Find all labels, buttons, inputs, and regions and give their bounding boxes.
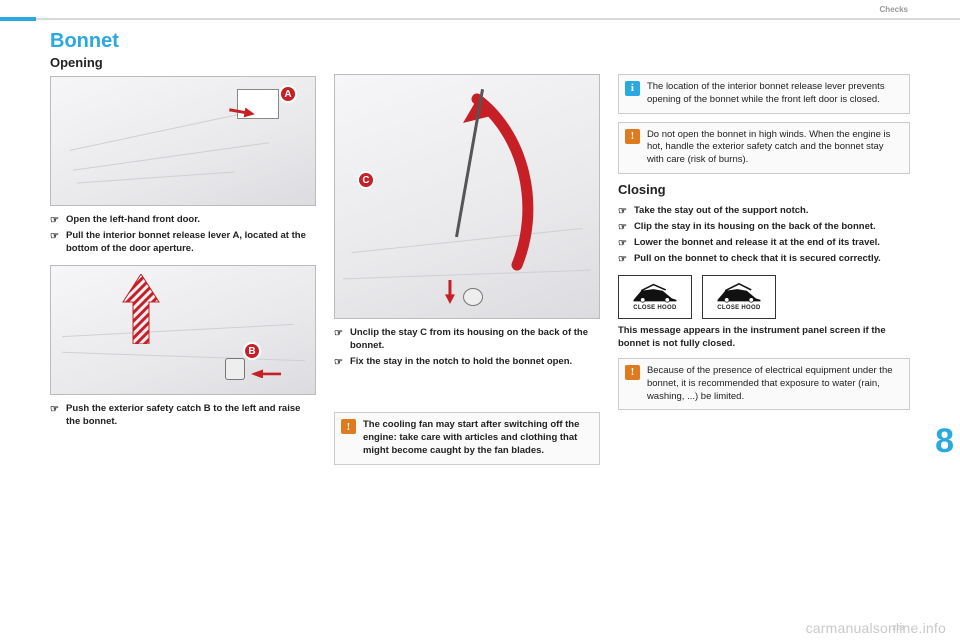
section-closing-heading: Closing: [618, 182, 910, 197]
page-content: Bonnet Opening A Open the left-hand fron…: [50, 30, 910, 628]
close-hood-icon: CLOSE HOOD: [702, 275, 776, 319]
warning-icon: !: [341, 419, 356, 434]
figure-catch-b: B: [50, 265, 316, 395]
closing-section: Closing Take the stay out of the support…: [618, 182, 910, 410]
column-1: Bonnet Opening A Open the left-hand fron…: [50, 30, 316, 628]
notice-water-warning: ! Because of the presence of electrical …: [618, 358, 910, 410]
column-3: i The location of the interior bonnet re…: [618, 30, 910, 628]
watermark: carmanualsonline.info: [806, 620, 946, 636]
notice-text: The location of the interior bonnet rele…: [647, 81, 885, 105]
steps-closing: Take the stay out of the support notch. …: [618, 205, 910, 265]
column-2: C Unclip the stay C from its housing on …: [334, 30, 600, 628]
section-opening-heading: Opening: [50, 55, 316, 70]
list-item: Clip the stay in its housing on the back…: [618, 221, 910, 234]
warning-icon: !: [625, 365, 640, 380]
page-title: Bonnet: [50, 30, 316, 53]
list-item: Fix the stay in the notch to hold the bo…: [334, 356, 600, 369]
info-icon: i: [625, 81, 640, 96]
list-item: Unclip the stay C from its housing on th…: [334, 327, 600, 353]
marker-a: A: [279, 85, 297, 103]
notice-text: The cooling fan may start after switchin…: [363, 419, 579, 456]
top-divider: [0, 18, 960, 20]
list-item: Lower the bonnet and release it at the e…: [618, 237, 910, 250]
figure-stay-c: C: [334, 74, 600, 319]
notice-text: Because of the presence of electrical eq…: [647, 365, 893, 402]
list-item: Open the left-hand front door.: [50, 214, 316, 227]
steps-b: Push the exterior safety catch B to the …: [50, 403, 316, 429]
hood-label: CLOSE HOOD: [717, 305, 760, 311]
breadcrumb: Checks: [880, 5, 908, 14]
notice-wind-warning: ! Do not open the bonnet in high winds. …: [618, 122, 910, 174]
figure-lever-a: A: [50, 76, 316, 206]
notice-text: Do not open the bonnet in high winds. Wh…: [647, 129, 890, 166]
list-item: Pull on the bonnet to check that it is s…: [618, 253, 910, 266]
arrow-up-icon: [119, 274, 163, 344]
warning-icon: !: [625, 129, 640, 144]
list-item: Push the exterior safety catch B to the …: [50, 403, 316, 429]
steps-a: Open the left-hand front door. Pull the …: [50, 214, 316, 255]
hood-label: CLOSE HOOD: [633, 305, 676, 311]
close-hood-icon: CLOSE HOOD: [618, 275, 692, 319]
top-accent: [0, 17, 36, 21]
panel-message-text: This message appears in the instrument p…: [618, 325, 910, 350]
chapter-number: 8: [935, 422, 954, 461]
notice-fan-warning: ! The cooling fan may start after switch…: [334, 412, 600, 464]
list-item: Take the stay out of the support notch.: [618, 205, 910, 218]
list-item: Pull the interior bonnet release lever A…: [50, 230, 316, 256]
close-hood-icons: CLOSE HOOD CLOSE HOOD: [618, 275, 910, 319]
marker-c: C: [357, 171, 375, 189]
steps-c: Unclip the stay C from its housing on th…: [334, 327, 600, 368]
notice-info-lever: i The location of the interior bonnet re…: [618, 74, 910, 114]
